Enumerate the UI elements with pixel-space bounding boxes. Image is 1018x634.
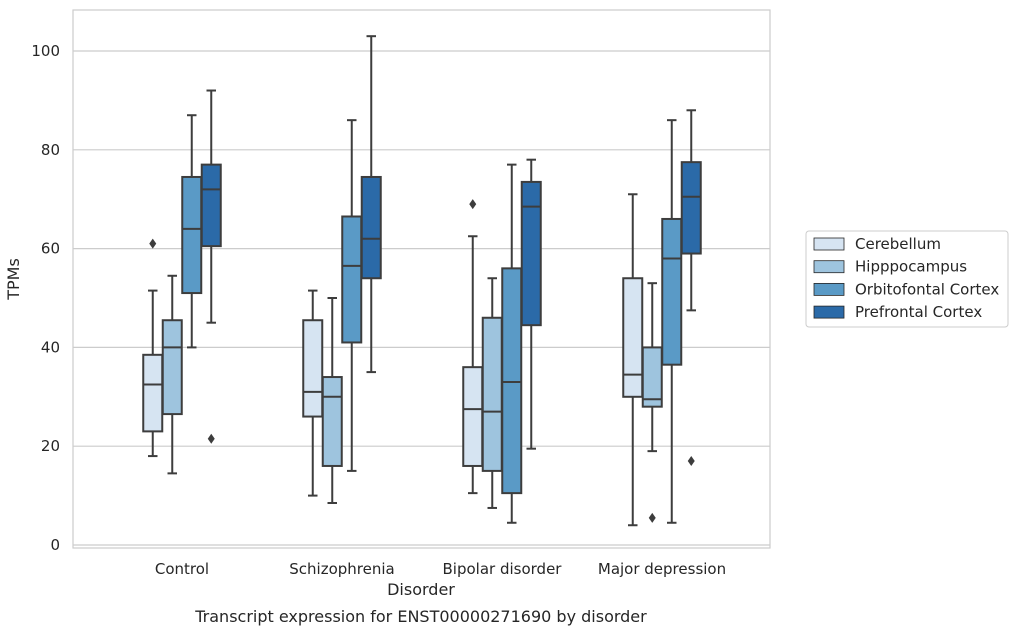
box-prefrontal-cortex	[200, 89, 222, 444]
box-body	[622, 277, 644, 398]
box-body	[641, 346, 663, 408]
legend-label: Cerebellum	[855, 235, 941, 253]
outlier-point	[469, 199, 477, 210]
legend-swatch	[813, 237, 845, 251]
x-tick-label: Bipolar disorder	[443, 560, 563, 578]
box-body	[501, 267, 523, 495]
box-body	[302, 319, 324, 418]
legend-label: Hipppocampus	[855, 258, 967, 276]
box-body	[142, 353, 164, 433]
legend-swatch	[813, 305, 845, 319]
legend-label: Prefrontal Cortex	[855, 303, 982, 321]
legend-swatch	[813, 282, 845, 296]
box-prefrontal-cortex	[680, 109, 702, 467]
box-body	[661, 217, 683, 366]
box-body	[181, 175, 203, 295]
y-tick-label: 100	[31, 42, 60, 60]
box-body	[520, 180, 542, 327]
legend-swatch	[813, 260, 845, 274]
y-tick-label: 60	[41, 240, 60, 258]
box-cerebellum	[622, 193, 644, 527]
x-tick-label: Schizophrenia	[289, 560, 394, 578]
box-body	[481, 316, 503, 472]
legend-frame	[805, 230, 1009, 328]
box-groups	[142, 35, 702, 527]
y-tick-label: 20	[41, 437, 60, 455]
y-tick-label: 80	[41, 141, 60, 159]
box-hipppocampus	[321, 297, 343, 505]
box-body	[462, 366, 484, 467]
outlier-point	[207, 433, 215, 444]
box-body	[360, 175, 382, 280]
x-tick-label: Control	[155, 560, 209, 578]
box-body	[680, 161, 702, 255]
box-orbitofontal-cortex	[181, 114, 203, 349]
box-body	[200, 163, 222, 248]
box-cerebellum	[302, 289, 324, 497]
y-axis-label: TPMs	[4, 258, 23, 301]
box-body	[321, 376, 343, 467]
box-cerebellum	[462, 199, 484, 495]
y-tick-labels: 0 20 40 60 80 100	[31, 42, 60, 554]
chart-caption: Transcript expression for ENST0000027169…	[194, 607, 647, 626]
x-tick-labels: Control Schizophrenia Bipolar disorder Majo…	[155, 560, 726, 578]
outlier-point	[687, 456, 695, 467]
y-tick-label: 0	[50, 536, 60, 554]
box-body	[161, 319, 183, 416]
box-prefrontal-cortex	[360, 35, 382, 374]
box-prefrontal-cortex	[520, 158, 542, 450]
x-tick-label: Major depression	[598, 560, 726, 578]
y-tick-label: 40	[41, 338, 60, 356]
box-hipppocampus	[641, 282, 663, 523]
legend: Cerebellum Hipppocampus Orbitofontal Corte…	[805, 230, 1009, 328]
outlier-point	[149, 238, 157, 249]
box-body	[341, 215, 363, 344]
box-orbitofontal-cortex	[501, 163, 523, 524]
box-orbitofontal-cortex	[661, 119, 683, 524]
x-axis-label: Disorder	[387, 580, 455, 599]
legend-label: Orbitofontal Cortex	[855, 280, 999, 298]
box-hipppocampus	[481, 277, 503, 509]
box-hipppocampus	[161, 274, 183, 475]
outlier-point	[648, 512, 656, 523]
box-orbitofontal-cortex	[341, 119, 363, 472]
